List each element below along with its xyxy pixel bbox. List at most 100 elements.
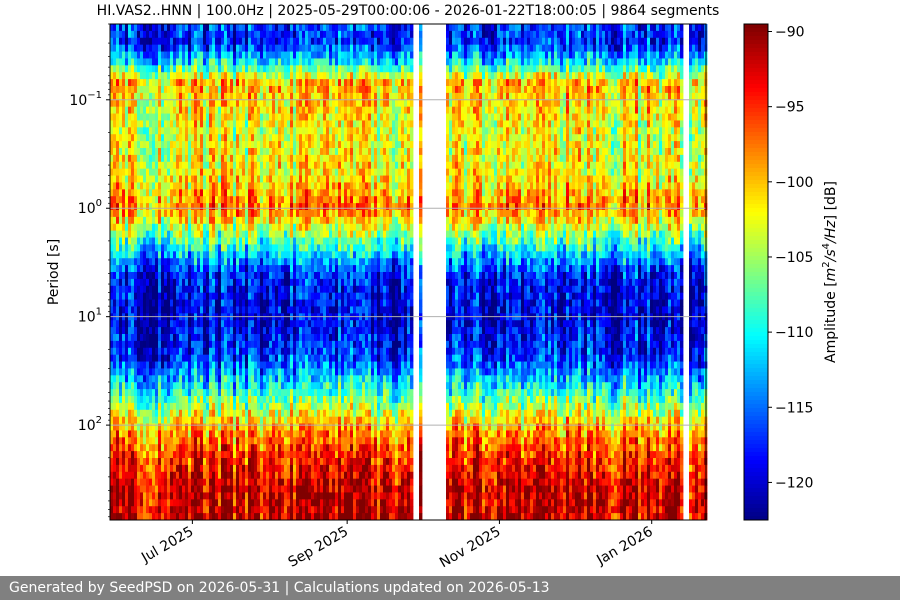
heatmap-cell [143, 265, 147, 273]
heatmap-cell [143, 182, 147, 190]
heatmap-cell [314, 396, 318, 404]
heatmap-cell [140, 113, 144, 121]
heatmap-cell [293, 506, 297, 514]
heatmap-cell [275, 148, 279, 156]
heatmap-cell [218, 258, 222, 266]
heatmap-cell [314, 58, 318, 66]
heatmap-cell [182, 292, 186, 300]
heatmap-cell [173, 409, 177, 418]
heatmap-cell [164, 423, 168, 431]
heatmap-cell [248, 161, 252, 170]
heatmap-cell [116, 382, 120, 390]
heatmap-cell [302, 203, 306, 211]
heatmap-cell [281, 423, 285, 431]
heatmap-cell [302, 409, 306, 418]
heatmap-cell [209, 478, 213, 486]
heatmap-cell [302, 65, 306, 73]
heatmap-cell [182, 402, 186, 411]
heatmap-cell [155, 396, 159, 404]
heatmap-cell [239, 320, 243, 328]
heatmap-cell [185, 396, 189, 404]
heatmap-cell [197, 437, 201, 445]
heatmap-cell [275, 106, 279, 114]
heatmap-cell [188, 244, 192, 252]
heatmap-cell [248, 409, 252, 418]
heatmap-cell [203, 347, 207, 356]
heatmap-cell [170, 37, 174, 46]
heatmap-cell [140, 168, 144, 176]
heatmap-cell [305, 416, 309, 424]
heatmap-cell [191, 451, 195, 459]
heatmap-cell [125, 409, 129, 418]
heatmap-cell [146, 175, 150, 183]
heatmap-cell [254, 223, 258, 232]
heatmap-cell [215, 196, 219, 204]
heatmap-cell [119, 182, 123, 190]
heatmap-cell [209, 396, 213, 404]
heatmap-cell [215, 347, 219, 356]
heatmap-cell [155, 58, 159, 66]
heatmap-cell [224, 223, 228, 232]
heatmap-cell [122, 506, 126, 514]
heatmap-cell [251, 430, 255, 438]
heatmap-cell [281, 299, 285, 307]
heatmap-cell [287, 361, 291, 369]
heatmap-cell [227, 375, 231, 383]
heatmap-cell [266, 382, 270, 390]
heatmap-cell [308, 409, 312, 418]
heatmap-cell [236, 134, 240, 142]
heatmap-cell [239, 30, 243, 39]
heatmap-cell [164, 292, 168, 300]
heatmap-cell [113, 30, 117, 39]
heatmap-cell [245, 37, 249, 46]
heatmap-cell [239, 196, 243, 204]
heatmap-cell [122, 127, 126, 135]
heatmap-cell [170, 196, 174, 204]
heatmap-cell [302, 141, 306, 149]
heatmap-cell [212, 402, 216, 411]
heatmap-cell [245, 161, 249, 170]
heatmap-cell [269, 506, 273, 514]
heatmap-cell [281, 120, 285, 128]
heatmap-cell [155, 134, 159, 142]
heatmap-cell [269, 86, 273, 94]
heatmap-cell [218, 24, 222, 32]
heatmap-cell [173, 396, 177, 404]
heatmap-cell [275, 168, 279, 176]
heatmap-cell [209, 464, 213, 473]
heatmap-cell [158, 113, 162, 121]
heatmap-cell [266, 30, 270, 39]
heatmap-cell [131, 237, 135, 245]
heatmap-cell [128, 37, 132, 46]
heatmap-cell [305, 24, 309, 32]
heatmap-cell [122, 375, 126, 383]
heatmap-cell [239, 299, 243, 307]
heatmap-cell [155, 368, 159, 376]
heatmap-cell [134, 30, 138, 39]
heatmap-cell [305, 375, 309, 383]
heatmap-cell [128, 141, 132, 149]
heatmap-cell [311, 120, 315, 128]
heatmap-cell [206, 451, 210, 459]
heatmap-cell [317, 113, 321, 121]
heatmap-cell [287, 182, 291, 190]
heatmap-cell [278, 58, 282, 66]
heatmap-cell [293, 127, 297, 135]
heatmap-cell [278, 99, 282, 108]
heatmap-cell [116, 86, 120, 94]
heatmap-cell [143, 127, 147, 135]
heatmap-cell [272, 347, 276, 356]
heatmap-cell [227, 409, 231, 418]
heatmap-cell [122, 223, 126, 232]
heatmap-cell [122, 306, 126, 314]
heatmap-cell [182, 368, 186, 376]
heatmap-cell [155, 251, 159, 259]
heatmap-cell [254, 196, 258, 204]
heatmap-cell [113, 244, 117, 252]
heatmap-cell [125, 141, 129, 149]
heatmap-cell [227, 389, 231, 397]
heatmap-cell [308, 237, 312, 245]
heatmap-cell [236, 196, 240, 204]
heatmap-cell [110, 203, 114, 211]
heatmap-cell [308, 216, 312, 225]
